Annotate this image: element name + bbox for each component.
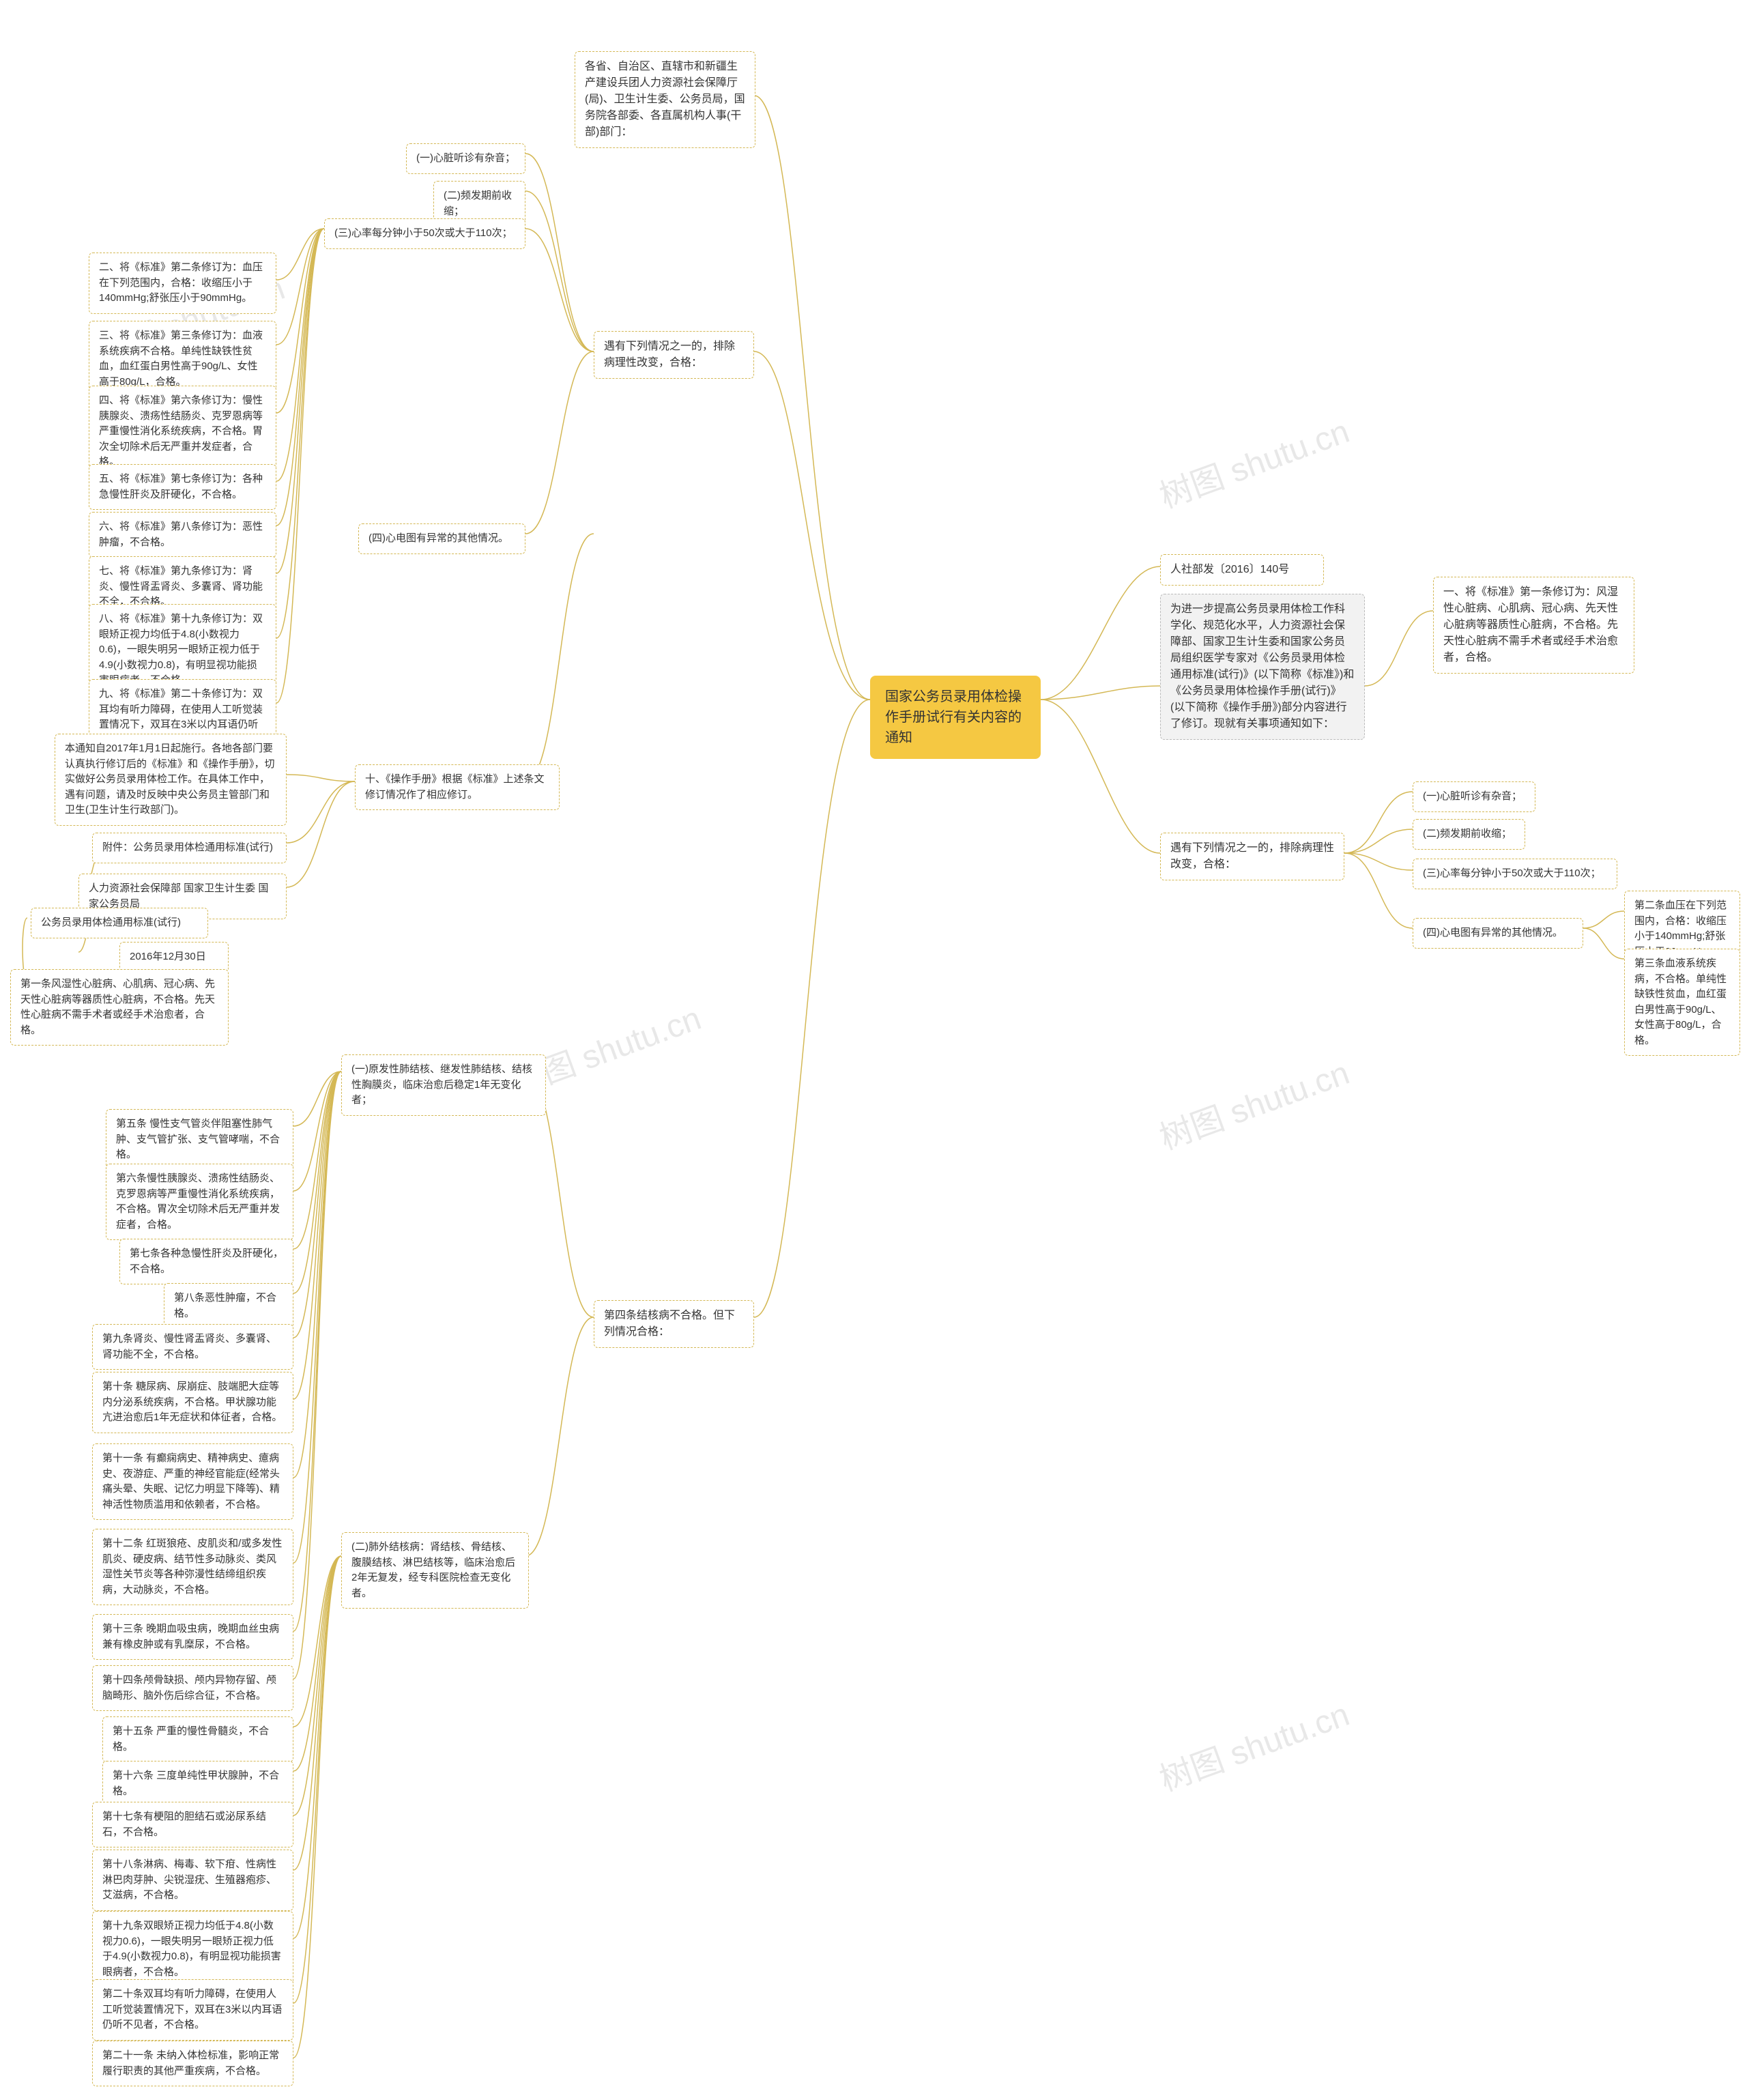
- r13: 第十三条 晚期血吸虫病，晚期血丝虫病兼有橡皮肿或有乳糜尿，不合格。: [92, 1614, 293, 1660]
- r19: 第十九条双眼矫正视力均低于4.8(小数视力0.6)，一眼失明另一眼矫正视力低于4…: [92, 1911, 293, 1987]
- mod10: 十、《操作手册》根据《标准》上述条文修订情况作了相应修订。: [355, 764, 560, 810]
- watermark: 树图 shutu.cn: [1152, 1688, 1355, 1800]
- s4-c1: (一)原发性肺结核、继发性肺结核、结核性胸膜炎，临床治愈后稳定1年无变化者；: [341, 1054, 546, 1116]
- rule1: 第一条风湿性心脏病、心肌病、冠心病、先天性心脏病等器质性心脏病，不合格。先天性心…: [10, 969, 229, 1046]
- mod5: 五、将《标准》第七条修订为：各种急慢性肝炎及肝硬化，不合格。: [89, 464, 276, 510]
- r8: 第八条恶性肿瘤，不合格。: [164, 1283, 293, 1329]
- central-node: 国家公务员录用体检操作手册试行有关内容的通知: [870, 676, 1041, 759]
- r9: 第九条肾炎、慢性肾盂肾炎、多囊肾、肾功能不全，不合格。: [92, 1324, 293, 1370]
- r14: 第十四条颅骨缺损、颅内异物存留、颅脑畸形、脑外伤后综合征，不合格。: [92, 1665, 293, 1711]
- effect: 本通知自2017年1月1日起施行。各地各部门要认真执行修订后的《标准》和《操作手…: [55, 734, 287, 826]
- r17: 第十七条有梗阻的胆结石或泌尿系结石，不合格。: [92, 1802, 293, 1847]
- r20: 第二十条双耳均有听力障碍，在使用人工听觉装置情况下，双耳在3米以内耳语仍听不见者…: [92, 1979, 293, 2041]
- header-box: 各省、自治区、直辖市和新疆生产建设兵团人力资源社会保障厅(局)、卫生计生委、公务…: [575, 51, 755, 148]
- r15: 第十五条 严重的慢性骨髓炎，不合格。: [102, 1716, 293, 1762]
- r5: 第五条 慢性支气管炎伴阻塞性肺气肿、支气管扩张、支气管哮喘，不合格。: [106, 1109, 293, 1170]
- r21: 第二十一条 未纳入体检标准，影响正常履行职责的其他严重疾病，不合格。: [92, 2041, 293, 2086]
- cond-l4: (四)心电图有异常的其他情况。: [358, 523, 525, 554]
- s4-c2: (二)肺外结核病：肾结核、骨结核、腹膜结核、淋巴结核等，临床治愈后2年无复发，经…: [341, 1532, 529, 1609]
- watermark: 树图 shutu.cn: [1152, 405, 1355, 517]
- intro-node: 为进一步提高公务员录用体检工作科学化、规范化水平，人力资源社会保障部、国家卫生计…: [1160, 594, 1365, 740]
- section4-header: 第四条结核病不合格。但下列情况合格：: [594, 1300, 754, 1348]
- r18: 第十八条淋病、梅毒、软下疳、性病性淋巴肉芽肿、尖锐湿疣、生殖器疱疹、艾滋病，不合…: [92, 1850, 293, 1911]
- r6: 第六条慢性胰腺炎、溃疡性结肠炎、克罗恩病等严重慢性消化系统疾病，不合格。胃次全切…: [106, 1164, 293, 1240]
- r7: 第七条各种急慢性肝炎及肝硬化，不合格。: [119, 1239, 293, 1284]
- watermark: 树图 shutu.cn: [1152, 1046, 1355, 1159]
- cond-l3: (三)心率每分钟小于50次或大于110次；: [324, 218, 525, 249]
- mod2: 二、将《标准》第二条修订为：血压在下列范围内，合格：收缩压小于140mmHg;舒…: [89, 253, 276, 314]
- cond-r4b: 第三条血液系统疾病，不合格。单纯性缺铁性贫血，血红蛋白男性高于90g/L、女性高…: [1624, 949, 1740, 1056]
- attach2: 公务员录用体检通用标准(试行): [31, 908, 208, 938]
- r16: 第十六条 三度单纯性甲状腺肿，不合格。: [102, 1761, 293, 1807]
- cond-header-right: 遇有下列情况之一的，排除病理性改变，合格：: [1160, 833, 1344, 880]
- r12: 第十二条 红斑狼疮、皮肌炎和/或多发性肌炎、硬皮病、结节性多动脉炎、类风湿性关节…: [92, 1529, 293, 1605]
- cond-r3: (三)心率每分钟小于50次或大于110次；: [1413, 859, 1617, 889]
- cond-r2: (二)频发期前收缩；: [1413, 819, 1525, 850]
- mod6: 六、将《标准》第八条修订为：恶性肿瘤，不合格。: [89, 512, 276, 558]
- cond-l1: (一)心脏听诊有杂音；: [406, 143, 525, 174]
- item1-node: 一、将《标准》第一条修订为：风湿性心脏病、心肌病、冠心病、先天性心脏病等器质性心…: [1433, 577, 1634, 674]
- cond-r4: (四)心电图有异常的其他情况。: [1413, 918, 1583, 949]
- cond-header-left: 遇有下列情况之一的，排除病理性改变，合格：: [594, 331, 754, 379]
- cond-r1: (一)心脏听诊有杂音；: [1413, 781, 1535, 812]
- doc-no-node: 人社部发〔2016〕140号: [1160, 554, 1324, 586]
- r10: 第十条 糖尿病、尿崩症、肢端肥大症等内分泌系统疾病，不合格。甲状腺功能亢进治愈后…: [92, 1372, 293, 1433]
- r11: 第十一条 有癫痫病史、精神病史、癔病史、夜游症、严重的神经官能症(经常头痛头晕、…: [92, 1443, 293, 1520]
- date-node: 2016年12月30日: [119, 942, 229, 973]
- attach: 附件：公务员录用体检通用标准(试行): [92, 833, 287, 863]
